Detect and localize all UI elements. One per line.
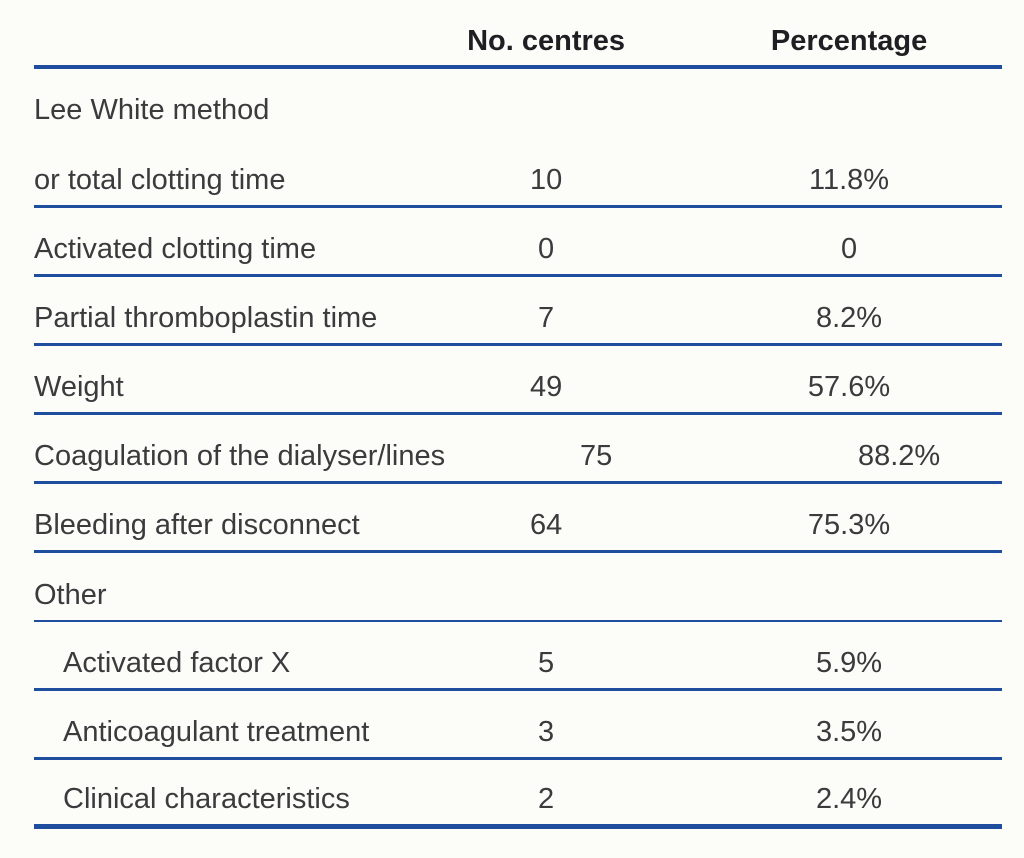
row-label-cell: Activated clotting time (34, 232, 395, 266)
table-row: Other (34, 553, 1002, 622)
table-row: Partial thromboplastin time 7 8.2% (34, 277, 1002, 346)
results-table: No. centres Percentage Lee White method … (34, 0, 1002, 829)
row-percentage-value: 88.2% (857, 440, 941, 472)
row-label-cell: Partial thromboplastin time (34, 301, 395, 335)
row-centres-value: 3 (538, 716, 555, 748)
row-centres-value: 0 (538, 233, 555, 265)
row-label-line1: Lee White method (34, 94, 270, 126)
row-label-cell: Lee White method or total clotting time (34, 93, 395, 197)
table-row: Weight 49 57.6% (34, 346, 1002, 415)
row-centres-value: 75 (579, 440, 613, 472)
row-label-cell: Other (34, 578, 395, 612)
row-label: Activated factor X (63, 647, 291, 679)
row-label-cell: Weight (34, 370, 395, 404)
row-centres-value: 2 (538, 783, 555, 815)
table-row: Anticoagulant treatment 3 3.5% (34, 691, 1002, 760)
table-header-row: No. centres Percentage (34, 0, 1002, 69)
row-percentage-value: 11.8% (809, 164, 890, 196)
table-row: Coagulation of the dialyser/lines 75 88.… (34, 415, 1002, 484)
row-label: Bleeding after disconnect (34, 509, 360, 541)
row-label: Clinical characteristics (63, 783, 350, 815)
row-centres-value: 64 (529, 509, 563, 541)
table-row: Bleeding after disconnect 64 75.3% (34, 484, 1002, 553)
header-no-centres: No. centres (467, 25, 626, 57)
table-row: Lee White method or total clotting time … (34, 69, 1002, 208)
table-body: Lee White method or total clotting time … (34, 69, 1002, 829)
row-label-cell: Bleeding after disconnect (34, 508, 395, 542)
row-label: Coagulation of the dialyser/lines (34, 440, 446, 472)
row-label: Partial thromboplastin time (34, 302, 378, 334)
row-centres-value: 7 (538, 302, 555, 334)
row-label: Other (34, 579, 107, 611)
row-centres-value: 5 (538, 647, 555, 679)
table-row: Activated clotting time 0 0 (34, 208, 1002, 277)
row-label-cell: Coagulation of the dialyser/lines (34, 439, 445, 473)
row-centres-value: 49 (529, 371, 563, 403)
row-percentage-value: 57.6% (807, 371, 891, 403)
row-percentage-value: 8.2% (815, 302, 883, 334)
header-percentage: Percentage (770, 25, 928, 57)
row-label: Activated clotting time (34, 233, 317, 265)
table-row: Clinical characteristics 2 2.4% (34, 760, 1002, 829)
row-label-cell: Anticoagulant treatment (34, 715, 395, 749)
row-percentage-value: 5.9% (815, 647, 883, 679)
row-centres-value: 10 (529, 164, 563, 196)
row-percentage-value: 75.3% (807, 509, 891, 541)
row-label: Weight (34, 371, 124, 403)
row-percentage-value: 0 (840, 233, 858, 265)
row-label: or total clotting time (34, 164, 286, 196)
row-label: Anticoagulant treatment (63, 716, 370, 748)
row-percentage-value: 3.5% (815, 716, 883, 748)
row-label-cell: Clinical characteristics (34, 782, 395, 816)
row-percentage-value: 2.4% (815, 783, 883, 815)
row-label-cell: Activated factor X (34, 646, 395, 680)
table-row: Activated factor X 5 5.9% (34, 622, 1002, 691)
